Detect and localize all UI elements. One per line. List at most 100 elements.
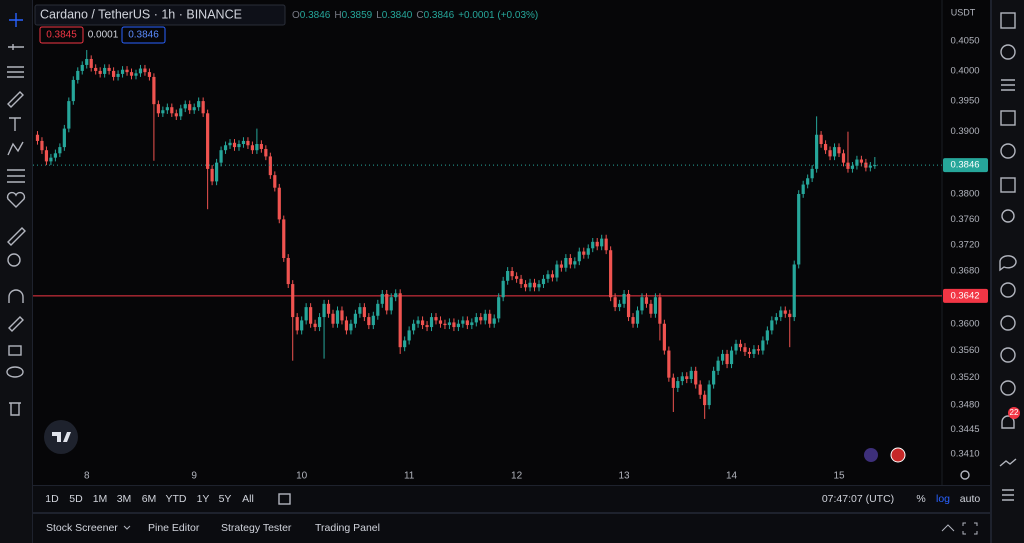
candle-body (398, 293, 402, 348)
percent-toggle[interactable]: % (916, 493, 925, 505)
candle-body (429, 317, 434, 328)
candle-body (317, 317, 322, 328)
candle-body (71, 79, 75, 102)
candle-body (698, 384, 702, 395)
candle-body (161, 110, 165, 114)
candle-body (309, 307, 313, 324)
alerts-icon[interactable] (1000, 44, 1016, 60)
event-flag[interactable] (890, 447, 906, 463)
ask-box[interactable] (121, 26, 166, 44)
candle-body (617, 303, 622, 308)
hotlist-icon[interactable] (1000, 177, 1016, 193)
text-tool[interactable] (9, 117, 21, 131)
candle-body (147, 72, 152, 77)
y-tick-label: 0.4000 (950, 65, 979, 76)
range-button[interactable]: 1D (45, 493, 59, 505)
data-window-icon[interactable] (1001, 79, 1015, 91)
ideas-icon[interactable] (1001, 209, 1015, 223)
stream-icon[interactable] (1000, 315, 1016, 331)
lock-draw-tool[interactable] (8, 316, 24, 332)
range-button[interactable]: 1Y (197, 493, 210, 505)
help-icon[interactable] (1000, 347, 1016, 363)
candle-body (483, 313, 487, 321)
x-tick-label: 15 (833, 471, 845, 482)
auto-toggle[interactable]: auto (960, 493, 981, 505)
candle-body (474, 317, 478, 323)
delete-tool[interactable] (9, 402, 21, 416)
notes-icon[interactable] (1000, 110, 1016, 126)
panel-tab[interactable]: Pine Editor (148, 522, 200, 534)
candle-body (497, 297, 501, 319)
candle-body (138, 68, 143, 74)
range-button[interactable]: All (242, 493, 254, 505)
magnet-tool[interactable] (8, 289, 24, 303)
panel-tab[interactable]: Trading Panel (315, 522, 380, 534)
bid-box[interactable] (39, 26, 84, 44)
panel-collapse[interactable] (941, 524, 955, 532)
candle-body (873, 165, 877, 167)
chat-icon[interactable] (999, 255, 1017, 272)
candle-body (537, 284, 541, 288)
candle-body (626, 293, 631, 318)
range-button[interactable]: 6M (142, 493, 157, 505)
watchlist-icon[interactable] (1000, 12, 1016, 29)
left-icons (6, 13, 26, 416)
symbol-box[interactable] (34, 4, 286, 26)
fib-tool[interactable] (7, 66, 24, 78)
bottom-toolbar (33, 486, 990, 512)
zoom-tool[interactable] (7, 253, 21, 267)
candle-body (434, 317, 438, 321)
panel-tab[interactable]: Stock Screener (46, 522, 118, 534)
lock-tool[interactable] (8, 345, 22, 356)
event-icon[interactable] (864, 448, 878, 462)
settings-icon[interactable] (960, 470, 970, 480)
favorites-tool[interactable] (6, 191, 26, 208)
currency[interactable]: USDT (951, 7, 976, 17)
range-button[interactable]: 1M (93, 493, 108, 505)
chart-icon[interactable] (999, 458, 1017, 467)
candle-body (555, 264, 559, 278)
streams-icon[interactable] (1000, 282, 1016, 298)
candle-body (44, 150, 49, 162)
candle-body (523, 284, 528, 288)
range-button[interactable]: 5D (69, 493, 83, 505)
candle-body (80, 64, 84, 71)
y-tick-label: 0.3480 (950, 400, 979, 411)
calendar-icon[interactable] (1000, 143, 1016, 159)
candle-body (573, 261, 577, 265)
candle-body (116, 73, 120, 77)
replay-icon[interactable] (1000, 380, 1016, 396)
hide-tool[interactable] (6, 366, 24, 378)
candle-body (67, 101, 71, 129)
pattern-tool[interactable] (7, 141, 24, 156)
candle-body (859, 159, 863, 163)
candle-body (188, 104, 192, 111)
candle-body (797, 194, 801, 265)
crosshair-tool[interactable] (9, 13, 23, 27)
line-tool[interactable] (8, 44, 24, 50)
panel-tab[interactable]: Strategy Tester (221, 522, 292, 534)
ohlc-value: 0.3846 (424, 10, 455, 21)
candle-body (492, 318, 496, 324)
candle-body (586, 248, 590, 255)
prediction-tool[interactable] (7, 169, 25, 183)
range-button[interactable]: 3M (117, 493, 132, 505)
candle-body (58, 147, 62, 154)
y-tick-label: 0.3760 (950, 214, 979, 225)
ohlc-legend: O0.3846 H0.3859 L0.3840 C0.3846 +0.0001 (+0.… (292, 10, 538, 21)
last-price-label: 0.3846 (950, 160, 979, 171)
date-range-icon[interactable] (278, 493, 291, 505)
range-button[interactable]: 5Y (219, 493, 232, 505)
panel-maximize[interactable] (962, 522, 978, 535)
layout-icon[interactable] (1002, 489, 1014, 501)
measure-tool[interactable] (7, 227, 26, 246)
candle-body (389, 297, 393, 311)
candle-body (855, 159, 859, 166)
candle-body (850, 165, 855, 169)
candle-body (501, 280, 505, 298)
candle-body (770, 320, 774, 331)
brush-tool[interactable] (7, 91, 24, 108)
log-toggle[interactable]: log (936, 493, 950, 505)
range-button[interactable]: YTD (166, 493, 187, 505)
